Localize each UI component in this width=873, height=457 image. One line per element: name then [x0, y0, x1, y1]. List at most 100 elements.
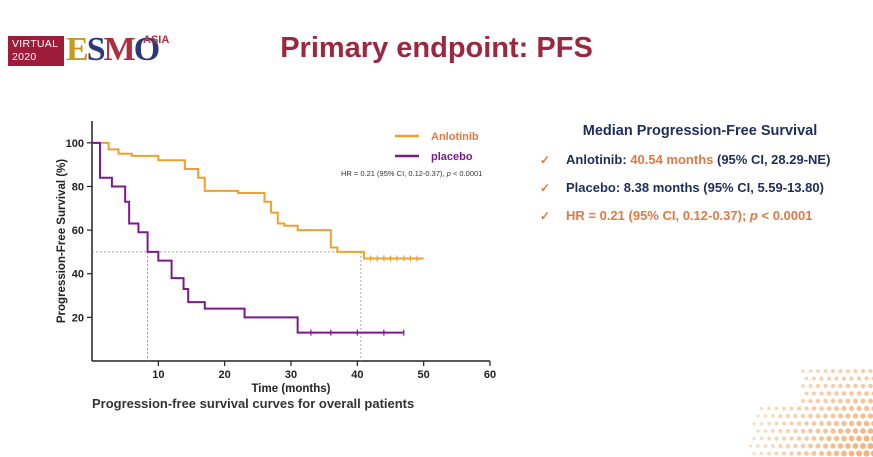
decor-dot [804, 391, 809, 396]
decor-dot [838, 383, 843, 389]
decor-dot [785, 428, 791, 434]
decor-dot [845, 413, 851, 419]
decor-dot [756, 414, 760, 418]
decor-dot [816, 369, 820, 373]
decor-dot [818, 450, 825, 457]
y-tick-label: 40 [72, 269, 84, 281]
hr-annotation-main: HR = 0.21 (95% CI, 0.12-0.37), [341, 169, 447, 178]
decor-dot [796, 436, 802, 441]
decor-dot [771, 444, 775, 448]
median-pfs-summary: Median Progression-Free Survival ✓ Anlot… [540, 123, 860, 236]
esmo-wordmark: ESMO [66, 31, 160, 68]
decor-dot [804, 421, 809, 426]
decor-dot [867, 442, 873, 450]
decor-dot [860, 413, 866, 419]
decor-dot [837, 428, 844, 434]
decor-dot [801, 369, 805, 373]
x-tick-label: 10 [152, 369, 164, 381]
decor-dot [815, 443, 821, 449]
summary-item-hr: ✓ HR = 0.21 (95% CI, 0.12-0.37); p < 0.0… [540, 208, 860, 223]
decor-dot [789, 406, 794, 411]
decor-dot [845, 368, 851, 374]
hr-text: HR = 0.21 (95% CI, 0.12-0.37); [566, 208, 747, 223]
decor-dot [841, 420, 847, 427]
decor-dot [778, 414, 783, 418]
decor-dot [800, 398, 806, 404]
decor-dot [823, 383, 828, 389]
decor-dot [808, 428, 813, 434]
decor-dot [841, 450, 847, 457]
decor-dot [838, 368, 843, 374]
decor-dot [781, 451, 787, 456]
decor-dot [808, 384, 813, 388]
decor-dot [771, 429, 775, 433]
decor-dot [848, 420, 855, 427]
decor-dot [837, 443, 844, 449]
hr-annotation-pvalue: < 0.0001 [451, 169, 483, 178]
decor-dot [804, 376, 809, 381]
decor-dot [774, 421, 779, 426]
x-tick-label: 40 [351, 369, 363, 381]
decor-dot [823, 413, 828, 419]
legend-label-placebo: placebo [431, 151, 473, 163]
decor-dot [819, 376, 824, 381]
decor-dot [830, 428, 836, 434]
check-icon: ✓ [540, 181, 551, 195]
decor-dot [778, 429, 783, 433]
decor-dot [830, 413, 836, 419]
decor-dot [863, 405, 870, 412]
decor-dot [811, 406, 817, 411]
decor-dot [833, 420, 840, 427]
decor-dot [856, 435, 862, 442]
decor-dot [822, 443, 829, 449]
virtual-2020-badge: VIRTUAL 2020 [8, 36, 64, 66]
decor-dot [856, 420, 862, 427]
decor-dot [789, 436, 794, 441]
decor-dot [834, 406, 839, 411]
anlotinib-median: 40.54 months [630, 152, 714, 167]
decor-dot [815, 398, 821, 404]
decor-dot [834, 376, 839, 381]
decor-dot [860, 368, 866, 374]
decor-dot [786, 414, 790, 418]
decor-dot [826, 391, 832, 396]
decor-dot [863, 450, 870, 457]
decor-dot [804, 406, 809, 411]
decor-dot [822, 428, 829, 434]
decor-dot [849, 376, 854, 381]
hr-p-value: < 0.0001 [761, 208, 813, 223]
decor-dot [841, 391, 847, 396]
decor-dot [826, 376, 832, 381]
decor-dot [867, 413, 873, 419]
decor-dot [864, 391, 869, 396]
legend-label-anlotinib: Anlotinib [431, 131, 479, 143]
decor-dot [845, 443, 851, 449]
decor-dot [823, 398, 828, 404]
decor-dot [763, 414, 768, 418]
summary-item-placebo: ✓ Placebo: 8.38 months (95% CI, 5.59-13.… [540, 180, 860, 195]
decor-dot [830, 443, 836, 449]
decor-dot [782, 421, 786, 426]
decor-dot [870, 450, 873, 457]
decor-dot [800, 443, 806, 449]
y-tick-label: 20 [72, 312, 84, 324]
decor-dot [811, 421, 817, 426]
summary-heading: Median Progression-Free Survival [582, 123, 818, 139]
decor-dot [841, 435, 847, 442]
decor-dot [856, 391, 862, 396]
decor-dot [833, 435, 840, 442]
decor-dot [771, 414, 775, 418]
decor-dot [785, 443, 791, 449]
decor-dot [853, 368, 858, 374]
decor-dot [868, 368, 873, 374]
decor-dot [852, 428, 859, 434]
decor-dot [793, 428, 798, 434]
decor-dot [838, 398, 843, 404]
decor-dot [845, 428, 851, 434]
placebo-median-text: Placebo: 8.38 months (95% CI, 5.59-13.80… [566, 180, 824, 195]
decor-dot [756, 429, 760, 433]
decor-dot [763, 444, 768, 448]
decor-dot [868, 383, 873, 389]
decor-dot [759, 451, 764, 456]
decor-dot [868, 398, 873, 404]
